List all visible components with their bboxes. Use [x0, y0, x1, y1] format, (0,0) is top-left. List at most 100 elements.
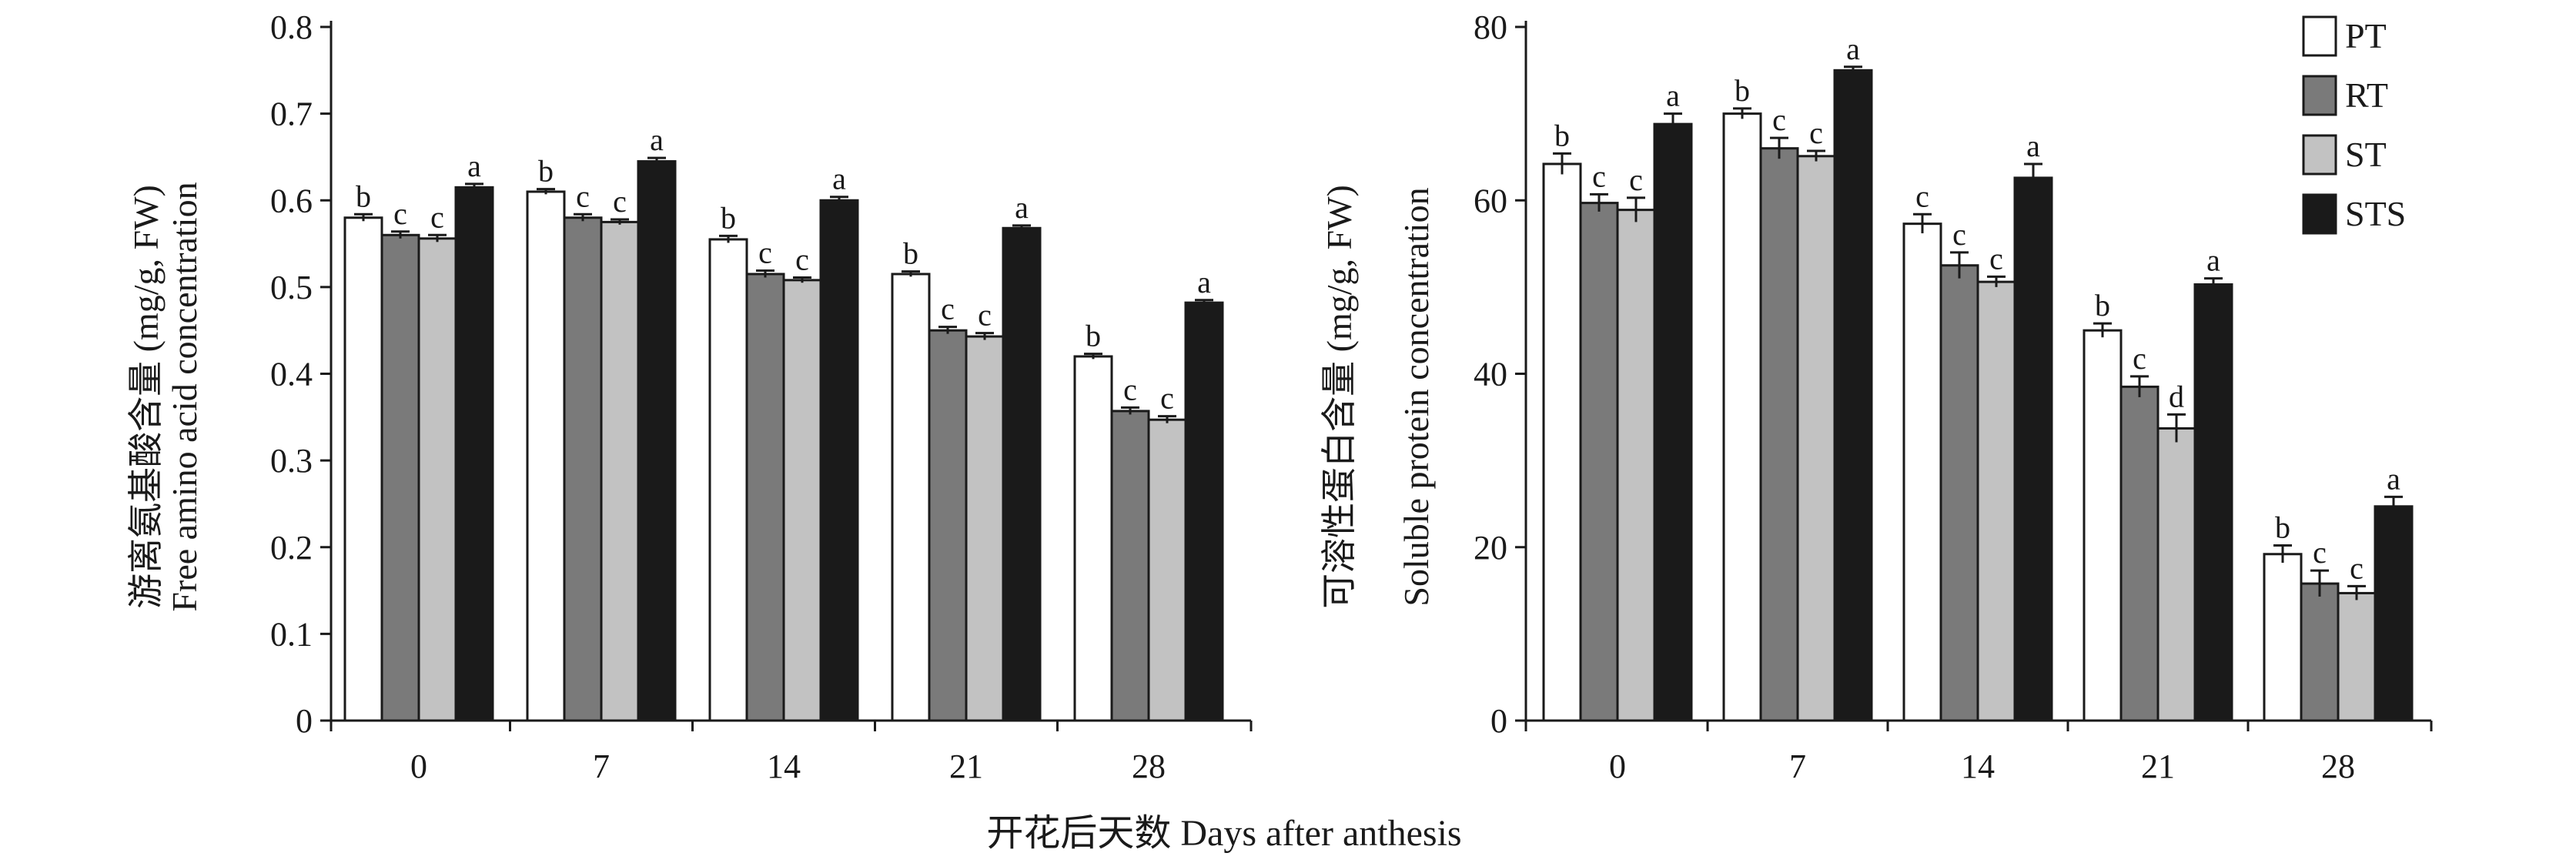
bar-rt: [1939, 264, 1979, 722]
bar-sts: [1653, 122, 1693, 722]
y-tick-label: 0.4: [270, 356, 313, 393]
bar-sts: [1002, 226, 1042, 722]
significance-label: c: [1989, 241, 2003, 276]
legend: PT RT ST STS: [2302, 15, 2406, 235]
y-tick-label: 40: [1474, 356, 1507, 393]
bar-sts: [637, 160, 677, 722]
significance-label: c: [1629, 162, 1643, 197]
bar-rt: [1579, 202, 1619, 722]
significance-label: b: [1735, 73, 1750, 108]
bar-st: [600, 220, 640, 722]
bar-rt: [563, 216, 603, 722]
significance-label: c: [393, 196, 407, 231]
significance-label: a: [2026, 129, 2040, 163]
x-tick-label: 0: [410, 748, 427, 785]
y-tick-label: 20: [1474, 529, 1507, 567]
legend-swatch-pt: [2302, 15, 2337, 57]
y-tick-label: 0.6: [270, 182, 313, 219]
legend-label-rt: RT: [2345, 75, 2388, 115]
significance-label: c: [2350, 550, 2364, 585]
significance-label: b: [721, 200, 736, 235]
significance-label: b: [903, 236, 918, 271]
x-tick-label: 21: [949, 748, 983, 785]
bar-st: [2156, 426, 2196, 722]
y-tick-label: 0.8: [270, 8, 313, 46]
bar-st: [2337, 591, 2377, 722]
significance-label: a: [832, 162, 846, 196]
significance-label: a: [2387, 461, 2400, 496]
y-tick-label: 80: [1474, 8, 1507, 46]
significance-label: c: [978, 298, 992, 333]
legend-swatch-sts: [2302, 193, 2337, 235]
significance-label: b: [2095, 288, 2110, 323]
significance-label: c: [1772, 102, 1786, 137]
significance-label: c: [795, 242, 809, 276]
legend-label-st: ST: [2345, 135, 2387, 174]
significance-label: a: [1666, 79, 1680, 113]
y-tick-label: 0.1: [270, 615, 313, 653]
bar-sts: [1184, 301, 1224, 722]
significance-label: c: [941, 292, 955, 326]
significance-label: b: [356, 179, 371, 213]
x-tick-label: 0: [1609, 748, 1626, 785]
y-tick-label: 0.7: [270, 95, 313, 133]
y-tick-label: 0.5: [270, 269, 313, 306]
bar-st: [1147, 418, 1187, 722]
x-tick-label: 28: [1132, 748, 1166, 785]
bar-rt: [1110, 410, 1150, 722]
significance-label: a: [1846, 32, 1860, 66]
bar-sts: [454, 186, 494, 722]
y-axis-title-en: Soluble protein concentration: [1397, 187, 1436, 606]
significance-label: b: [538, 154, 554, 189]
significance-label: c: [1592, 159, 1606, 193]
significance-label: b: [2275, 510, 2290, 544]
legend-swatch-st: [2302, 134, 2337, 176]
bar-pt: [708, 238, 748, 722]
bar-rt: [1759, 147, 1799, 722]
bar-rt: [380, 233, 420, 722]
y-tick-label: 0.3: [270, 442, 313, 480]
y-axis-title-cn: 游离氨基酸含量 (mg/g, FW): [126, 185, 166, 609]
y-tick-label: 0.2: [270, 529, 313, 567]
bar-pt: [1722, 112, 1762, 722]
bar-st: [417, 237, 457, 722]
significance-label: c: [2313, 535, 2327, 570]
significance-label: c: [1915, 179, 1929, 213]
x-tick-label: 14: [767, 748, 801, 785]
legend-label-pt: PT: [2345, 16, 2387, 55]
significance-label: b: [1554, 118, 1570, 152]
bar-sts: [1833, 69, 1873, 722]
bar-sts: [819, 199, 859, 722]
bar-pt: [2263, 553, 2303, 722]
y-tick-label: 0: [296, 702, 313, 740]
x-tick-label: 7: [593, 748, 610, 785]
significance-label: a: [650, 122, 664, 157]
free-amino-acid-chart: 00.10.20.30.40.50.60.70.80 7 14 21 28bbbbbcc…: [126, 8, 1253, 785]
bar-st: [1976, 280, 2016, 722]
significance-label: d: [2169, 379, 2184, 413]
y-tick-label: 0: [1490, 702, 1507, 740]
common-x-axis-label: 开花后天数 Days after anthesis: [986, 813, 1461, 854]
bar-pt: [1542, 162, 1582, 722]
legend-swatch-rt: [2302, 75, 2337, 116]
bar-pt: [1073, 355, 1113, 722]
bar-pt: [891, 273, 931, 722]
bar-sts: [2374, 505, 2414, 722]
significance-label: c: [430, 199, 444, 234]
x-tick-label: 7: [1789, 748, 1806, 785]
significance-label: c: [576, 179, 590, 213]
bar-pt: [343, 216, 383, 722]
bar-pt: [1902, 222, 1942, 722]
significance-label: c: [1123, 372, 1137, 406]
bar-st: [1616, 209, 1656, 722]
significance-label: c: [1160, 381, 1174, 416]
significance-label: c: [1952, 217, 1966, 252]
bar-st: [1796, 155, 1836, 722]
significance-label: c: [613, 184, 627, 219]
significance-label: a: [467, 149, 481, 183]
significance-label: c: [2133, 341, 2146, 376]
bar-st: [782, 279, 822, 722]
y-tick-label: 60: [1474, 182, 1507, 219]
significance-label: b: [1086, 319, 1101, 353]
